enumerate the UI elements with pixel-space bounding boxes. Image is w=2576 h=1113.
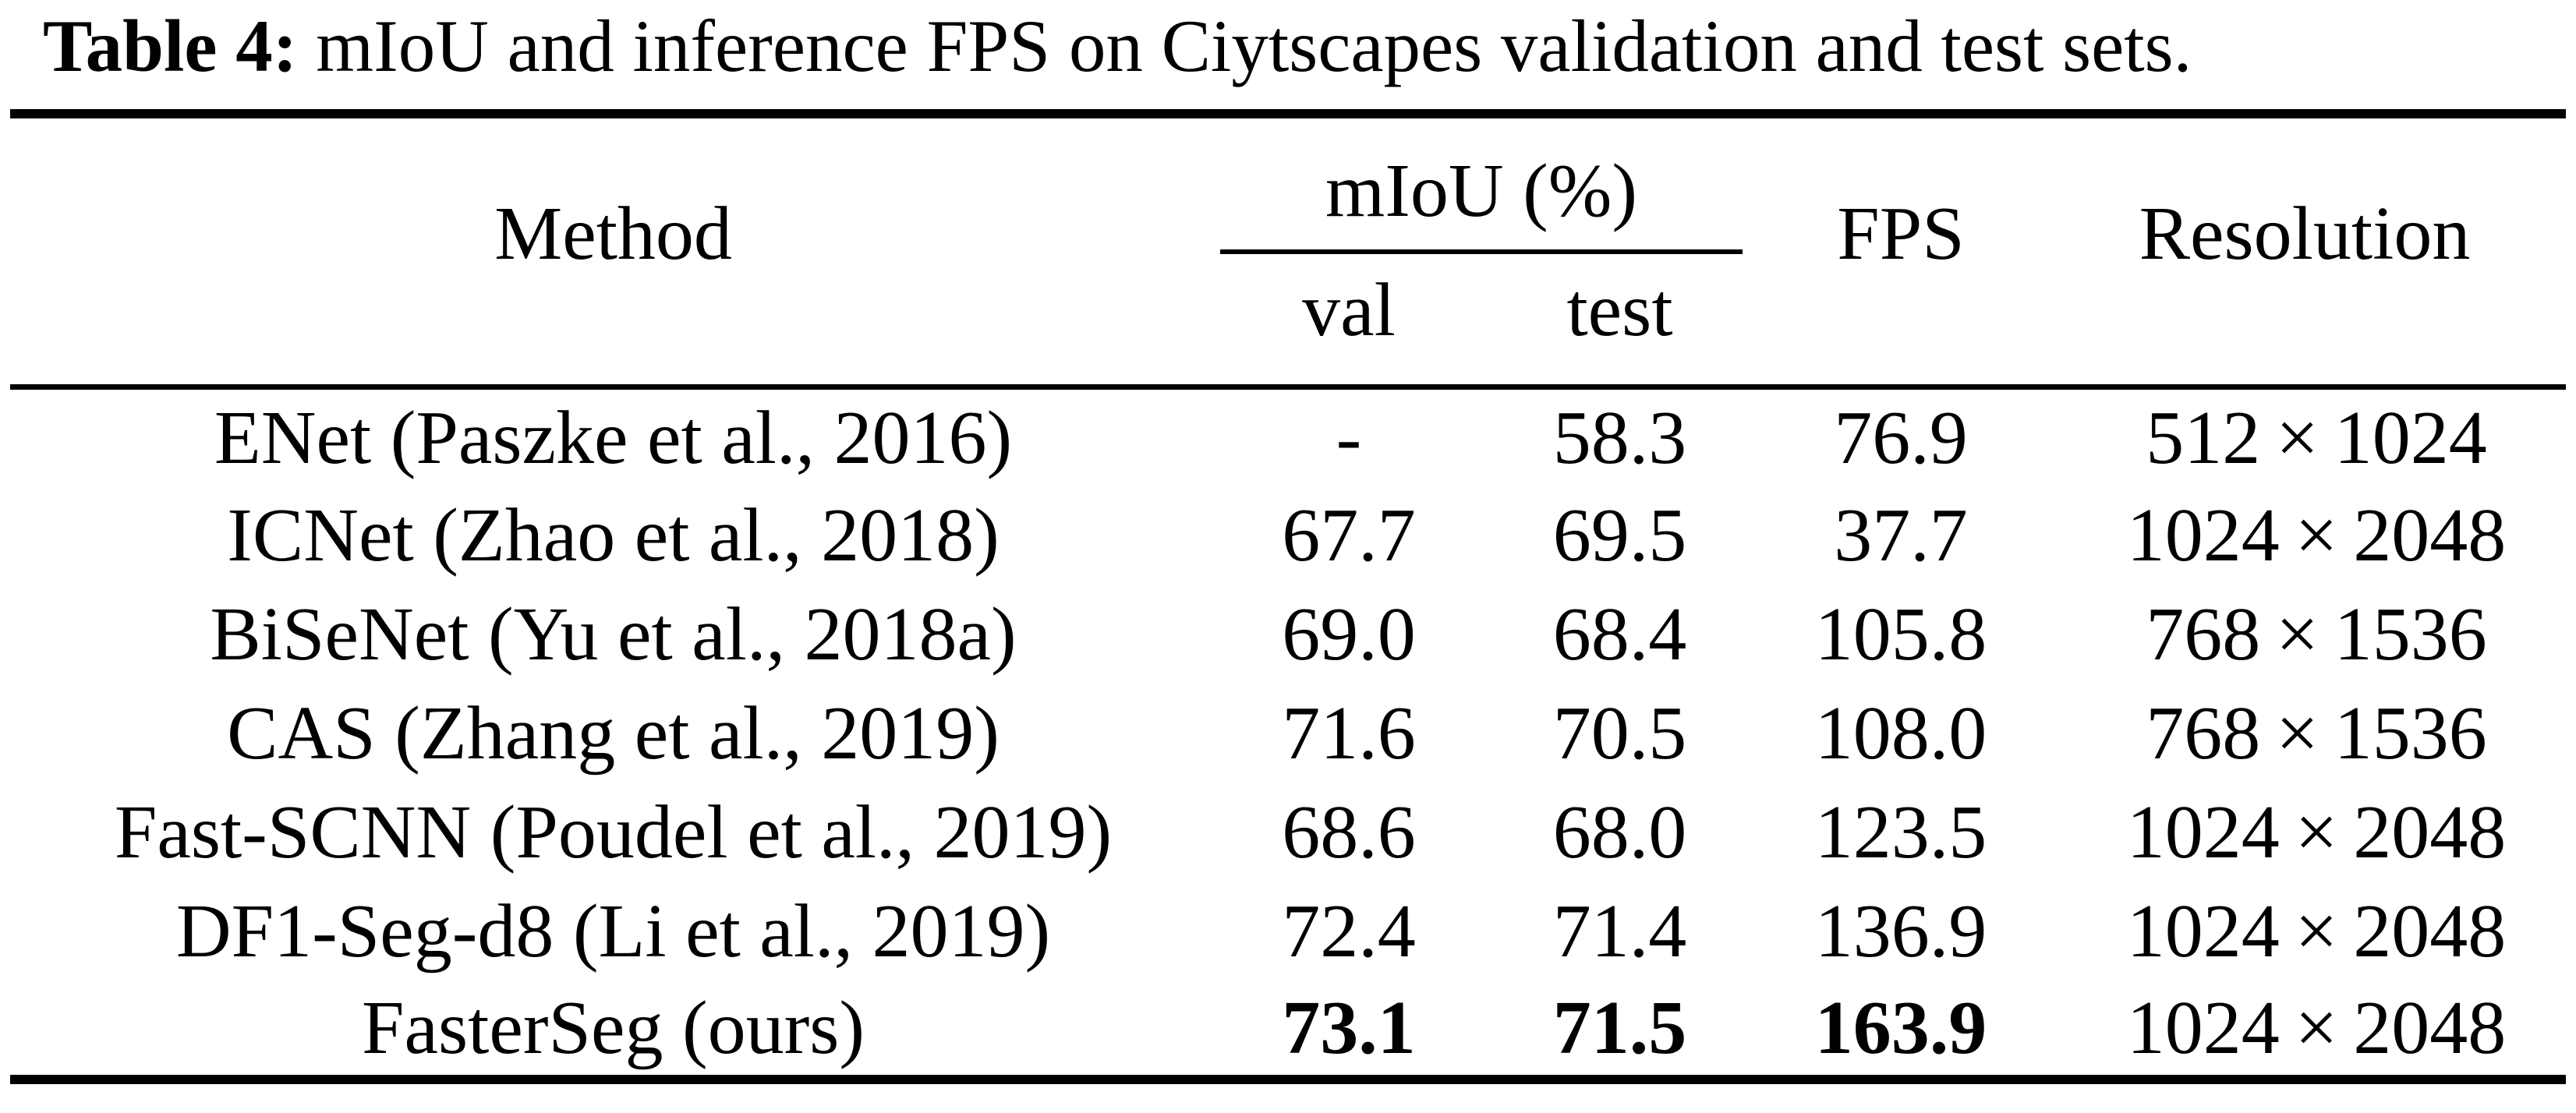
table-row: ENet (Paszke et al., 2016) - 58.3 76.9 5… [10,387,2566,486]
header-fps: FPS [1837,192,1965,277]
test-cell: 69.5 [1552,493,1687,578]
method-cell: FasterSeg (ours) [361,985,865,1070]
header-row-1: Method mIoU (%) FPS Resolution [10,114,2566,272]
header-method: Method [494,192,732,277]
test-cell: 68.4 [1552,592,1687,677]
table-caption: Table 4: mIoU and inference FPS on Ciyts… [43,5,2576,87]
table-body: ENet (Paszke et al., 2016) - 58.3 76.9 5… [10,387,2566,1079]
test-cell: 58.3 [1552,395,1687,480]
fps-cell: 76.9 [1834,395,1968,480]
header-test: test [1566,267,1673,352]
method-cell: ICNet (Zhao et al., 2018) [227,493,1000,578]
method-cell: DF1-Seg-d8 (Li et al., 2019) [175,889,1051,973]
test-cell: 71.5 [1552,985,1687,1070]
table-row: BiSeNet (Yu et al., 2018a) 69.0 68.4 105… [10,585,2566,684]
header-resolution: Resolution [2139,192,2471,277]
table-row: DF1-Seg-d8 (Li et al., 2019) 72.4 71.4 1… [10,882,2566,980]
test-cell: 68.0 [1552,790,1687,874]
fps-cell: 105.8 [1814,592,1987,677]
table-row: CAS (Zhang et al., 2019) 71.6 70.5 108.0… [10,684,2566,783]
table-row: Fast-SCNN (Poudel et al., 2019) 68.6 68.… [10,783,2566,882]
table-header: Method mIoU (%) FPS Resolution val test [10,114,2567,387]
caption-text: mIoU and inference FPS on Ciytscapes val… [316,5,2192,87]
test-cell: 71.4 [1552,889,1687,973]
val-cell: 67.7 [1282,493,1416,578]
val-cell: 72.4 [1282,889,1416,973]
resolution-cell: 512 × 1024 [2146,395,2487,480]
val-cell: 69.0 [1282,592,1416,677]
val-cell: 68.6 [1282,790,1416,874]
fps-cell: 136.9 [1814,889,1987,973]
val-cell: 73.1 [1282,985,1416,1070]
method-cell: ENet (Paszke et al., 2016) [214,395,1013,480]
fps-cell: 163.9 [1814,985,1987,1070]
resolution-cell: 768 × 1536 [2146,592,2487,677]
header-miou-group: mIoU (%) [1169,114,1758,255]
resolution-cell: 1024 × 2048 [2126,985,2507,1070]
val-cell: 71.6 [1282,691,1416,776]
fps-cell: 123.5 [1814,790,1987,874]
header-val: val [1302,267,1396,352]
table-row: ICNet (Zhao et al., 2018) 67.7 69.5 37.7… [10,486,2566,585]
header-row-2: val test [10,254,2566,387]
resolution-cell: 1024 × 2048 [2126,493,2507,578]
test-cell: 70.5 [1552,691,1687,776]
table-row-ours: FasterSeg (ours) 73.1 71.5 163.9 1024 × … [10,980,2566,1079]
resolution-cell: 768 × 1536 [2146,691,2487,776]
val-cell: - [1336,395,1362,480]
resolution-cell: 1024 × 2048 [2126,889,2507,973]
fps-cell: 37.7 [1834,493,1968,578]
method-cell: BiSeNet (Yu et al., 2018a) [210,592,1017,677]
caption-label: Table 4: [43,5,298,87]
method-cell: Fast-SCNN (Poudel et al., 2019) [114,790,1113,874]
resolution-cell: 1024 × 2048 [2126,790,2507,874]
results-table: Method mIoU (%) FPS Resolution val test … [10,109,2567,1085]
header-miou-label: mIoU (%) [1220,153,1743,255]
method-cell: CAS (Zhang et al., 2019) [227,691,1000,776]
fps-cell: 108.0 [1814,691,1987,776]
